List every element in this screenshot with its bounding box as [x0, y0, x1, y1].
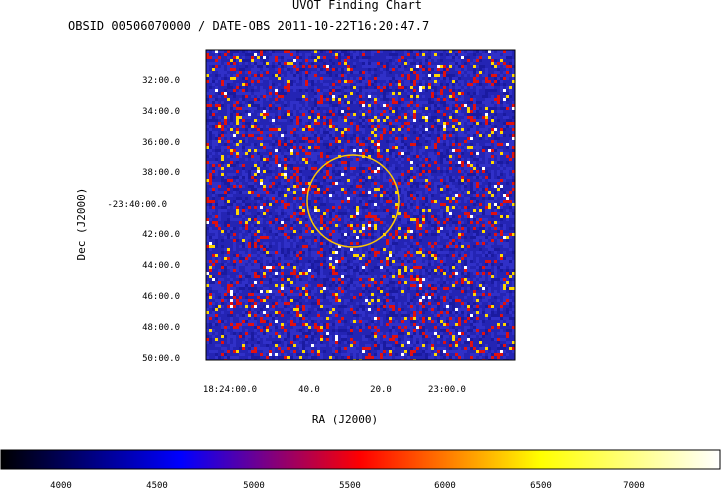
colorbar-tick-label: 6000	[434, 481, 456, 489]
y-tick-labels: 32:00.0 34:00.0 36:00.0 38:00.0 -23:40:0…	[107, 76, 180, 364]
colorbar-tick-label: 7000	[623, 481, 645, 489]
sky-image	[206, 50, 515, 360]
y-axis-label: Dec (J2000)	[75, 188, 88, 261]
target-circle	[306, 154, 400, 248]
x-tick-label: 20.0	[370, 385, 392, 395]
colorbar-tick-label: 4000	[50, 481, 72, 489]
y-tick-label: 46:00.0	[142, 292, 180, 302]
y-tick-label: 48:00.0	[142, 323, 180, 333]
x-tick-label: 23:00.0	[428, 385, 466, 395]
colorbar-tick-labels: 4000 4500 5000 5500 6000 6500 7000	[50, 481, 645, 489]
x-axis-label: RA (J2000)	[312, 413, 378, 426]
x-tick-labels: 18:24:00.0 40.0 20.0 23:00.0	[203, 385, 466, 395]
chart-subtitle: OBSID 00506070000 / DATE-OBS 2011-10-22T…	[68, 19, 429, 33]
colorbar-tick-label: 4500	[146, 481, 168, 489]
colorbar-tick-label: 5000	[243, 481, 265, 489]
sky-noise	[206, 50, 515, 360]
x-tick-label: 40.0	[298, 385, 320, 395]
colorbar-tick-label: 5500	[339, 481, 361, 489]
y-tick-label: 44:00.0	[142, 261, 180, 271]
colorbar	[0, 449, 721, 470]
y-tick-label: 38:00.0	[142, 168, 180, 178]
y-tick-label: 36:00.0	[142, 138, 180, 148]
chart-title: UVOT Finding Chart	[292, 0, 422, 12]
y-tick-label: 32:00.0	[142, 76, 180, 86]
image-frame	[205, 49, 516, 361]
y-tick-label: 50:00.0	[142, 354, 180, 364]
colorbar-tick-label: 6500	[530, 481, 552, 489]
y-tick-label: 42:00.0	[142, 230, 180, 240]
y-tick-label: -23:40:00.0	[107, 200, 167, 210]
y-tick-label: 34:00.0	[142, 107, 180, 117]
x-tick-label: 18:24:00.0	[203, 385, 257, 395]
